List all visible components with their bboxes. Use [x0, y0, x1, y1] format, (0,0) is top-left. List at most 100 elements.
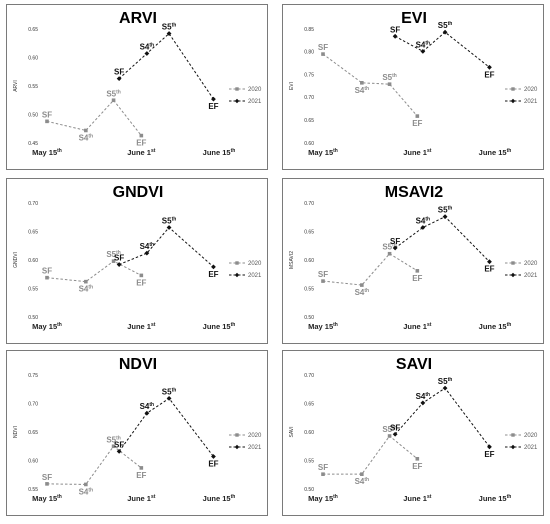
data-point — [116, 76, 122, 81]
y-axis-label: SAVI — [289, 426, 295, 437]
data-label: EF — [484, 450, 494, 459]
series-line — [394, 216, 490, 263]
data-label: EF — [136, 139, 146, 148]
data-label: SF — [390, 25, 400, 34]
data-label: SF — [318, 463, 328, 472]
x-tick-label: May 15th — [32, 322, 62, 331]
data-label: SF — [114, 440, 124, 449]
data-point — [144, 250, 150, 256]
data-point — [442, 385, 448, 391]
y-tick-label: 0.70 — [28, 401, 38, 407]
legend-marker — [510, 444, 516, 450]
legend-marker — [234, 444, 240, 450]
legend-label: 2021 — [524, 99, 538, 105]
series-line — [394, 387, 490, 448]
series-2020: SF S4th S5th EF — [42, 435, 147, 496]
legend-entry-2020: 2020 — [229, 433, 262, 439]
data-point — [442, 29, 448, 35]
data-label: S4th — [416, 392, 431, 401]
data-point — [360, 283, 364, 287]
chart-panel-gndvi: GNDVI GNDVI 0.50 0.55 0.60 0.65 0.70 May 15th Ju… — [6, 178, 268, 344]
x-tick-label: June 15th — [203, 494, 236, 503]
y-tick-label: 0.50 — [304, 315, 314, 321]
series-line — [118, 397, 214, 457]
data-point — [387, 434, 392, 438]
series-2021: SF S4th S5th EF — [390, 377, 495, 459]
data-point — [360, 472, 364, 476]
chart-ndvi: NDVI NDVI 0.55 0.60 0.65 0.70 0.75 May 15th June… — [13, 356, 262, 503]
data-label: SF — [114, 68, 124, 77]
data-label: S5th — [438, 206, 453, 215]
chart-panel-arvi: ARVI ARVI 0.45 0.50 0.55 0.60 0.65 May 15th June… — [6, 4, 268, 170]
x-tick-label: June 15th — [203, 322, 236, 331]
legend-label: 2021 — [248, 273, 262, 279]
y-tick-label: 0.60 — [304, 430, 314, 436]
x-tick-label: June 1st — [127, 148, 156, 157]
series-2020: SF S4th S5th EF — [318, 243, 423, 297]
data-label: S5th — [106, 250, 121, 259]
y-tick-label: 0.75 — [304, 72, 314, 78]
data-label: EF — [208, 270, 218, 279]
data-label: SF — [114, 254, 124, 263]
data-label: EF — [484, 265, 494, 274]
series-line — [322, 253, 418, 286]
chart-title: ARVI — [119, 10, 157, 27]
data-label: S4th — [79, 285, 94, 294]
x-tick-label: June 1st — [403, 322, 432, 331]
data-point — [487, 259, 492, 265]
chart-panel-msavi2: MSAVI2 MSAVI2 0.50 0.55 0.60 0.65 0.70 May 15th… — [282, 178, 544, 344]
y-tick-label: 0.85 — [304, 27, 314, 33]
data-label: S4th — [79, 133, 94, 142]
series-line — [118, 226, 214, 268]
data-label: S4th — [140, 242, 155, 251]
series-line — [118, 32, 214, 100]
data-point — [392, 431, 398, 437]
legend-label: 2021 — [524, 445, 538, 451]
data-label: S4th — [355, 86, 370, 95]
data-label: SF — [42, 473, 52, 482]
chart-gndvi: GNDVI GNDVI 0.50 0.55 0.60 0.65 0.70 May 15th Ju… — [13, 184, 262, 331]
legend-label: 2021 — [248, 99, 262, 105]
legend-label: 2021 — [248, 445, 262, 451]
chart-panel-evi: EVI EVI 0.60 0.65 0.70 0.75 0.80 0.85 May 15th Ju… — [282, 4, 544, 170]
data-point — [84, 128, 88, 133]
legend-label: 2020 — [524, 87, 538, 93]
data-point — [415, 456, 420, 461]
data-label: EF — [208, 102, 218, 111]
legend-marker — [511, 261, 515, 265]
data-point — [360, 81, 364, 85]
data-label: S4th — [416, 40, 431, 49]
chart-title: GNDVI — [113, 184, 164, 201]
x-tick-label: June 15th — [479, 322, 512, 331]
data-point — [166, 395, 172, 401]
chart-arvi: ARVI ARVI 0.45 0.50 0.55 0.60 0.65 May 15th June… — [13, 10, 262, 157]
data-label: S4th — [355, 477, 370, 486]
legend-entry-2020: 2020 — [229, 261, 262, 267]
x-tick-label: June 1st — [403, 148, 432, 157]
legend-label: 2020 — [248, 261, 262, 267]
data-label: S4th — [416, 217, 431, 226]
x-tick-label: May 15th — [32, 148, 62, 157]
legend-entry-2020: 2020 — [505, 433, 538, 439]
series-2021: SF S4th S5th EF — [114, 387, 219, 468]
chart-title: NDVI — [119, 356, 157, 373]
x-tick-label: June 15th — [479, 494, 512, 503]
data-label: EF — [484, 70, 494, 79]
legend-entry-2020: 2020 — [505, 261, 538, 267]
x-tick-label: June 15th — [203, 148, 236, 157]
data-point — [45, 275, 49, 280]
y-tick-label: 0.70 — [304, 201, 314, 207]
data-point — [415, 269, 420, 273]
data-point — [415, 114, 420, 118]
data-label: EF — [412, 462, 422, 471]
legend-entry-2020: 2020 — [505, 87, 538, 93]
y-tick-label: 0.55 — [304, 458, 314, 464]
data-label: S5th — [382, 243, 397, 252]
legend-label: 2021 — [524, 273, 538, 279]
legend-entry-2021: 2021 — [229, 444, 262, 451]
data-point — [139, 133, 144, 138]
y-tick-label: 0.60 — [28, 55, 38, 61]
data-label: SF — [318, 270, 328, 279]
y-tick-label: 0.65 — [28, 430, 38, 436]
legend-entry-2021: 2021 — [505, 98, 538, 105]
